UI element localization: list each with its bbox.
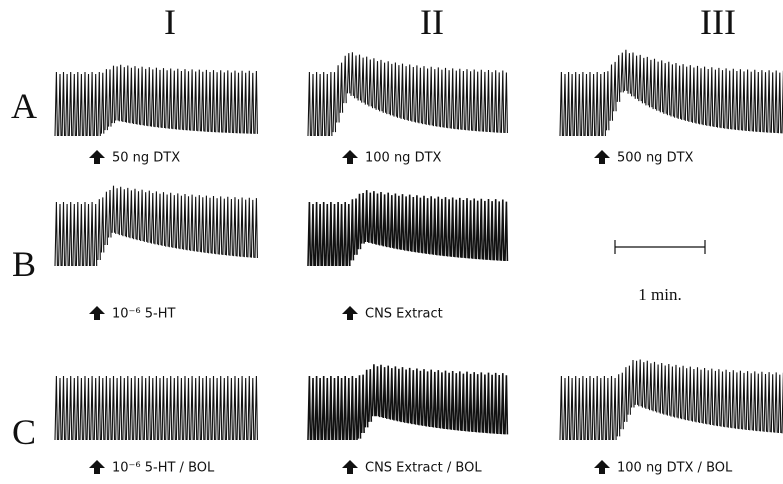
stimulus-label: 10⁻⁶ 5-HT / BOL	[112, 461, 215, 476]
trace	[559, 49, 783, 137]
column-header: III	[700, 2, 736, 42]
arrow	[342, 460, 358, 474]
arrow	[89, 306, 105, 320]
arrow	[594, 460, 610, 474]
trace	[307, 190, 509, 267]
row-label: C	[12, 412, 36, 452]
stimulus-label: 50 ng DTX	[112, 151, 180, 166]
arrow	[89, 460, 105, 474]
stimulus-label: 500 ng DTX	[617, 151, 694, 166]
stimulus-label: 10⁻⁶ 5-HT	[112, 307, 175, 322]
stimulus-label: 100 ng DTX / BOL	[617, 461, 733, 476]
arrow	[342, 306, 358, 320]
stimulus-label: 100 ng DTX	[365, 151, 442, 166]
trace	[307, 52, 508, 137]
arrow	[342, 150, 358, 164]
stimulus-label: CNS Extract	[365, 307, 443, 322]
trace	[559, 359, 783, 441]
row-label: A	[11, 86, 37, 126]
trace	[54, 375, 258, 441]
trace	[54, 185, 258, 267]
trace	[307, 364, 509, 441]
scale-label: 1 min.	[638, 285, 681, 304]
row-label: B	[12, 244, 36, 284]
column-header: I	[164, 2, 176, 42]
trace	[54, 64, 258, 137]
arrow	[89, 150, 105, 164]
stimulus-label: CNS Extract / BOL	[365, 461, 482, 476]
column-header: II	[420, 2, 444, 42]
arrow	[594, 150, 610, 164]
